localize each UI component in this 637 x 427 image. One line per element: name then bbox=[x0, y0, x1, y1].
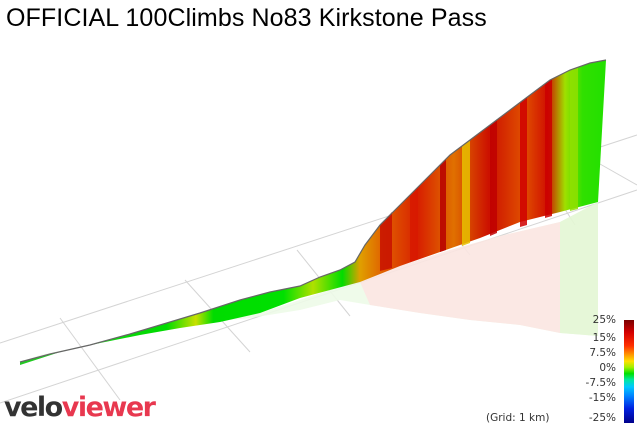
veloviewer-logo[interactable]: veloviewer bbox=[4, 392, 156, 423]
profile-outline bbox=[19, 59, 607, 363]
gradient-stripes bbox=[380, 67, 578, 271]
chart-title: OFFICIAL 100Climbs No83 Kirkstone Pass bbox=[6, 4, 487, 32]
legend-label-15: 15% bbox=[592, 332, 616, 344]
legend-label-neg-15: -15% bbox=[588, 392, 616, 404]
gradient-color-bar bbox=[624, 320, 634, 423]
logo-part-velo: velo bbox=[4, 392, 63, 423]
legend-label-7-5: 7.5% bbox=[589, 347, 616, 359]
grid-scale-note: (Grid: 1 km) bbox=[486, 412, 550, 424]
legend-label-min: -25% bbox=[588, 412, 616, 424]
legend-label-max: 25% bbox=[592, 314, 616, 326]
logo-part-viewer: viewer bbox=[61, 392, 156, 423]
profile-shadow bbox=[20, 202, 598, 362]
gradient-legend: 25% 15% 7.5% 0% -7.5% -15% -25% (Grid: 1… bbox=[486, 312, 637, 427]
legend-label-neg-7-5: -7.5% bbox=[585, 377, 616, 389]
legend-label-0: 0% bbox=[599, 362, 616, 374]
